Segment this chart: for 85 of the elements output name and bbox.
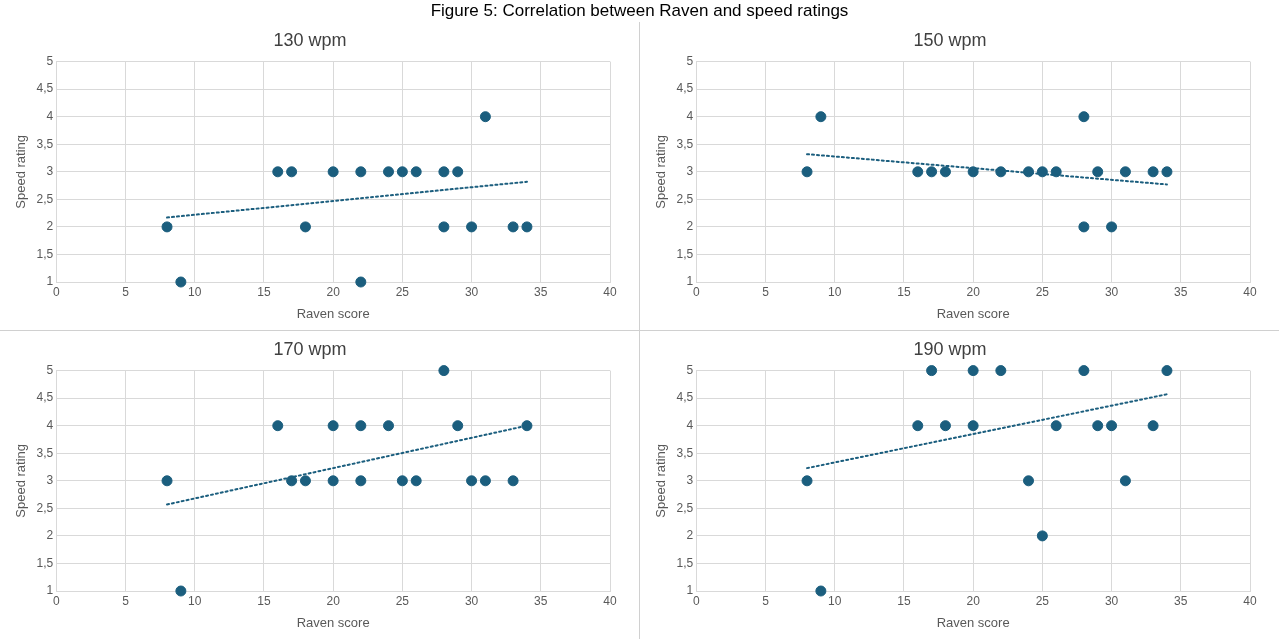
y-tick-label: 2,5 [36, 500, 54, 515]
y-tick-label: 3,5 [36, 136, 54, 151]
x-tick-label: 15 [897, 593, 911, 608]
y-tick-label: 5 [686, 53, 694, 68]
y-axis-title: Speed rating [13, 134, 29, 209]
x-tick-label: 25 [1035, 593, 1050, 608]
y-tick-label: 3 [686, 164, 694, 179]
x-axis-title: Raven score [936, 305, 1010, 321]
y-tick-label: 1,5 [676, 555, 694, 570]
x-tick-label: 25 [395, 593, 410, 608]
x-tick-label: 5 [122, 284, 130, 299]
x-tick-label: 40 [603, 284, 617, 299]
y-tick-label: 2,5 [676, 500, 694, 515]
y-tick-label: 1,5 [36, 246, 54, 261]
x-tick-label: 30 [464, 284, 479, 299]
y-tick-label: 4 [46, 109, 54, 124]
y-tick-label: 1,5 [676, 246, 694, 261]
x-tick-label: 10 [188, 593, 202, 608]
x-tick-label: 40 [1243, 284, 1257, 299]
y-tick-label: 3 [686, 473, 694, 488]
y-tick-label: 2 [686, 528, 694, 543]
x-axis-title: Raven score [296, 614, 370, 630]
y-tick-label: 1 [686, 583, 694, 598]
x-tick-label: 0 [52, 284, 60, 299]
x-tick-label: 20 [326, 284, 341, 299]
x-tick-label: 10 [828, 593, 842, 608]
y-tick-label: 3,5 [36, 445, 54, 460]
x-tick-label: 30 [1104, 284, 1119, 299]
y-tick-label: 4 [686, 418, 694, 433]
x-tick-label: 0 [692, 284, 700, 299]
y-tick-label: 5 [686, 362, 694, 377]
y-axis-title: Speed rating [13, 443, 29, 518]
y-tick-label: 2 [46, 528, 54, 543]
x-tick-label: 10 [828, 284, 842, 299]
y-tick-label: 2 [46, 219, 54, 234]
y-tick-label: 1 [686, 274, 694, 289]
x-tick-label: 35 [1174, 284, 1188, 299]
x-tick-label: 40 [1243, 593, 1257, 608]
x-tick-label: 20 [966, 593, 981, 608]
y-tick-label: 1 [46, 583, 54, 598]
x-tick-label: 25 [395, 284, 410, 299]
x-tick-label: 40 [603, 593, 617, 608]
x-tick-label: 0 [692, 593, 700, 608]
x-tick-label: 30 [1104, 593, 1119, 608]
caption: Figure 5: Correlation between Raven and speed ratings [430, 1, 849, 20]
y-tick-label: 3 [46, 473, 54, 488]
y-tick-label: 4,5 [676, 390, 694, 405]
y-tick-label: 2,5 [676, 191, 694, 206]
x-axis-title: Raven score [296, 305, 370, 321]
x-tick-label: 15 [897, 284, 911, 299]
y-tick-label: 4,5 [36, 81, 54, 96]
y-tick-label: 1 [46, 274, 54, 289]
y-tick-label: 4 [686, 109, 694, 124]
x-tick-label: 5 [122, 593, 130, 608]
y-tick-label: 4,5 [36, 390, 54, 405]
x-tick-label: 20 [966, 284, 981, 299]
y-tick-label: 3 [46, 164, 54, 179]
x-tick-label: 35 [534, 284, 548, 299]
y-tick-label: 5 [46, 53, 54, 68]
x-tick-label: 5 [762, 593, 770, 608]
y-tick-label: 1,5 [36, 555, 54, 570]
y-tick-label: 3,5 [676, 136, 694, 151]
x-tick-label: 10 [188, 284, 202, 299]
y-tick-label: 2 [686, 219, 694, 234]
x-tick-label: 15 [257, 593, 271, 608]
x-tick-label: 30 [464, 593, 479, 608]
y-tick-label: 5 [46, 362, 54, 377]
x-tick-label: 20 [326, 593, 341, 608]
x-tick-label: 5 [762, 284, 770, 299]
x-tick-label: 0 [52, 593, 60, 608]
y-axis-title: Speed rating [653, 134, 669, 209]
y-axis-title: Speed rating [653, 443, 669, 518]
y-tick-label: 4 [46, 418, 54, 433]
y-tick-label: 2,5 [36, 191, 54, 206]
y-tick-label: 4,5 [676, 81, 694, 96]
chart-title: 170 wpm [273, 338, 347, 359]
y-tick-label: 3,5 [676, 445, 694, 460]
chart-title: 190 wpm [913, 338, 987, 359]
chart-title: 130 wpm [273, 29, 347, 50]
x-tick-label: 35 [534, 593, 548, 608]
chart-title: 150 wpm [913, 29, 987, 50]
x-tick-label: 35 [1174, 593, 1188, 608]
x-tick-label: 15 [257, 284, 271, 299]
x-axis-title: Raven score [936, 614, 1010, 630]
x-tick-label: 25 [1035, 284, 1050, 299]
